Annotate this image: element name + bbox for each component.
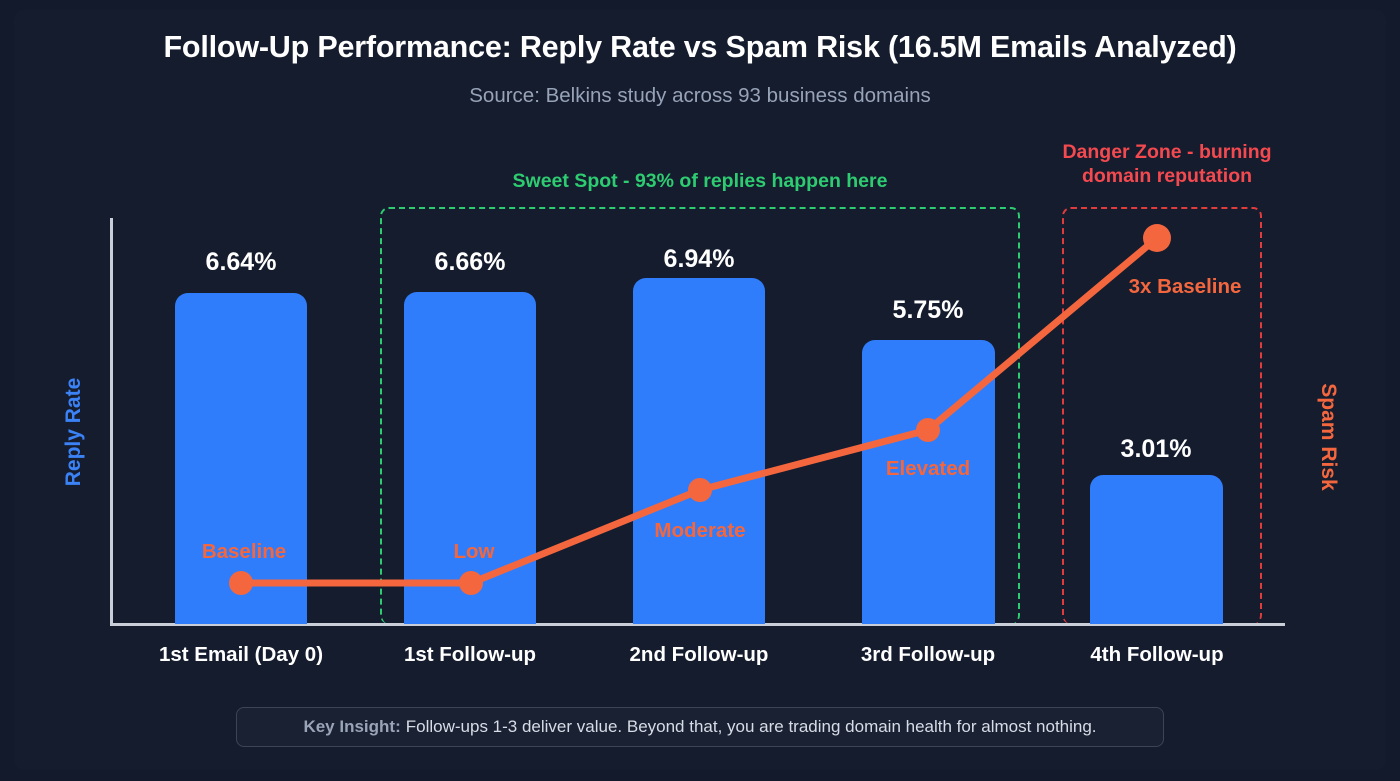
chart-subtitle: Source: Belkins study across 93 business… [469, 84, 931, 107]
x-axis-label-1st-email: 1st Email (Day 0) [158, 643, 324, 666]
bar-value-4th-follow-up: 3.01% [1120, 435, 1192, 463]
risk-label-elevated: Elevated [885, 457, 971, 480]
bar-1st-follow-up[interactable] [404, 292, 536, 624]
bar-value-3rd-follow-up: 5.75% [892, 296, 964, 324]
risk-label-baseline: Baseline [201, 540, 287, 563]
y2-axis-label-spam-risk: Spam Risk [1317, 383, 1340, 491]
bar-4th-follow-up[interactable] [1090, 475, 1223, 624]
risk-label-low: Low [453, 540, 495, 563]
x-axis-label-1st-follow-up: 1st Follow-up [403, 643, 537, 666]
x-axis-label-4th-follow-up: 4th Follow-up [1090, 643, 1224, 666]
key-insight-label: Key Insight: [303, 717, 401, 736]
danger-zone-annotation-label: Danger Zone - burning domain reputation [1022, 141, 1312, 189]
danger-zone-annotation-line1: Danger Zone - burning [1062, 141, 1272, 163]
sweet-spot-annotation-label: Sweet Spot - 93% of replies happen here [512, 170, 888, 192]
bar-value-2nd-follow-up: 6.94% [663, 245, 735, 273]
y-axis-line [110, 218, 113, 626]
danger-zone-annotation-line2: domain reputation [1081, 164, 1253, 187]
bar-2nd-follow-up[interactable] [633, 278, 765, 624]
y-axis-label-reply-rate: Reply Rate [62, 377, 85, 487]
page-title: Follow-Up Performance: Reply Rate vs Spa… [163, 30, 1237, 64]
risk-label-moderate: Moderate [654, 519, 746, 542]
risk-label-3x-baseline: 3x Baseline [1128, 275, 1242, 298]
key-insight-banner: Key Insight: Follow-ups 1-3 deliver valu… [236, 707, 1164, 747]
x-axis-label-2nd-follow-up: 2nd Follow-up [629, 643, 769, 666]
bar-3rd-follow-up[interactable] [862, 340, 995, 624]
bar-value-1st-follow-up: 6.66% [434, 248, 506, 276]
x-axis-line [110, 623, 1285, 626]
bar-value-1st-email: 6.64% [205, 248, 277, 276]
key-insight-text: Follow-ups 1-3 deliver value. Beyond tha… [405, 717, 1097, 736]
x-axis-label-3rd-follow-up: 3rd Follow-up [860, 643, 996, 666]
bar-1st-email[interactable] [175, 293, 307, 624]
